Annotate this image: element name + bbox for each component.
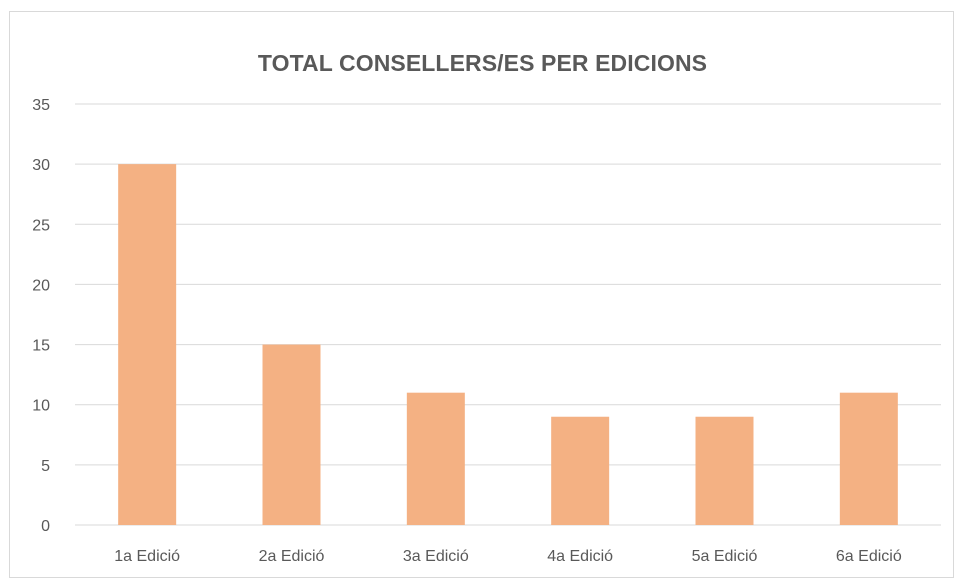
y-axis-tick-labels: 0 5 10 15 20 25 30 35 xyxy=(32,97,50,535)
bar xyxy=(262,344,321,525)
chart-title: TOTAL CONSELLERS/ES PER EDICIONS xyxy=(257,50,708,76)
y-tick-label: 5 xyxy=(41,458,50,475)
bar xyxy=(118,164,177,525)
x-axis-tick-labels: 1a Edició 2a Edició 3a Edició 4a Edició 5a E… xyxy=(114,548,902,565)
y-tick-label: 30 xyxy=(32,157,50,174)
bar xyxy=(551,416,610,525)
x-tick-label: 3a Edició xyxy=(403,548,469,565)
bar xyxy=(406,392,465,525)
bar xyxy=(839,392,898,525)
y-tick-label: 25 xyxy=(32,217,50,234)
x-tick-label: 6a Edició xyxy=(836,548,902,565)
bar xyxy=(695,416,754,525)
y-tick-label: 35 xyxy=(32,97,50,114)
bars xyxy=(118,164,898,525)
y-tick-label: 10 xyxy=(32,398,50,415)
x-tick-label: 5a Edició xyxy=(692,548,758,565)
y-tick-label: 15 xyxy=(32,338,50,355)
gridlines xyxy=(75,103,941,526)
x-tick-label: 2a Edició xyxy=(259,548,325,565)
y-tick-label: 0 xyxy=(41,518,50,535)
x-tick-label: 4a Edició xyxy=(547,548,613,565)
y-tick-label: 20 xyxy=(32,277,50,294)
x-tick-label: 1a Edició xyxy=(114,548,180,565)
